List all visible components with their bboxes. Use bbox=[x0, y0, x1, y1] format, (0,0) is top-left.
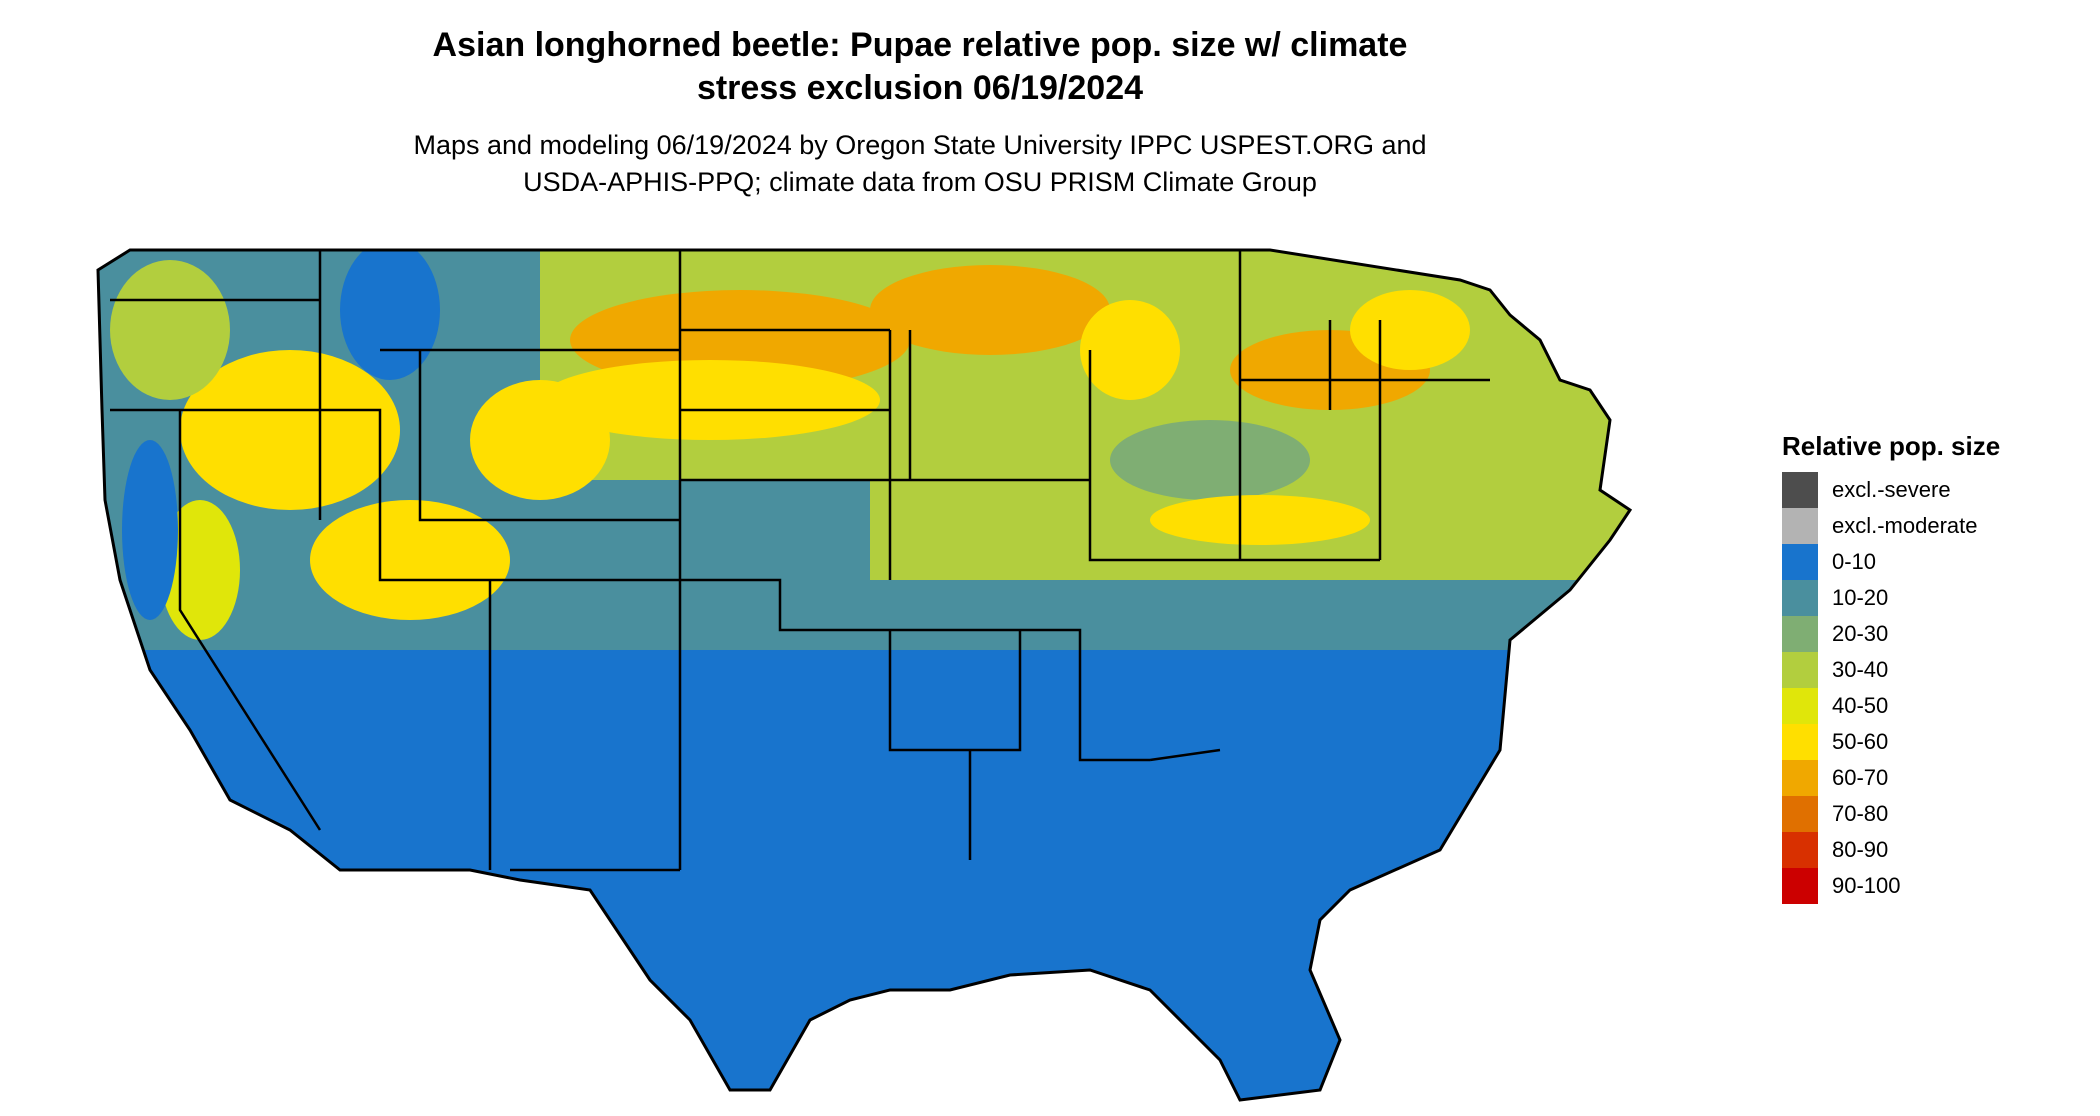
region-plains-50-60 bbox=[540, 360, 880, 440]
legend-swatch bbox=[1782, 688, 1818, 724]
legend-swatch bbox=[1782, 508, 1818, 544]
legend-label: 10-20 bbox=[1832, 585, 1889, 610]
region-michigan-50-60 bbox=[1080, 300, 1180, 400]
legend-item: 90-100 bbox=[1782, 868, 2082, 904]
map-subtitle-line-1: Maps and modeling 06/19/2024 by Oregon S… bbox=[413, 130, 1427, 160]
legend-item: excl.-severe bbox=[1782, 472, 2082, 508]
region-central-valley-0-10 bbox=[122, 440, 178, 620]
legend-label: 20-30 bbox=[1832, 621, 1889, 646]
region-appalachia-50-60 bbox=[1150, 495, 1370, 545]
legend-item: 70-80 bbox=[1782, 796, 2082, 832]
legend-label: 80-90 bbox=[1832, 837, 1889, 862]
region-newengland-50-60 bbox=[1350, 290, 1470, 370]
legend-label: excl.-moderate bbox=[1832, 513, 1978, 538]
legend-item: 50-60 bbox=[1782, 724, 2082, 760]
legend-swatch bbox=[1782, 472, 1818, 508]
legend-swatch bbox=[1782, 652, 1818, 688]
region-rockies-0-10 bbox=[340, 250, 440, 380]
border-line bbox=[110, 250, 1490, 872]
legend-label: 90-100 bbox=[1832, 873, 1901, 898]
legend-label: excl.-severe bbox=[1832, 477, 1951, 502]
legend-item: 20-30 bbox=[1782, 616, 2082, 652]
raster-layer bbox=[98, 250, 1630, 1100]
legend: Relative pop. size excl.-severe excl.-mod… bbox=[1782, 430, 2082, 904]
region-south-0-10 bbox=[290, 790, 1290, 1100]
legend-item: excl.-moderate bbox=[1782, 508, 2082, 544]
legend-swatch bbox=[1782, 796, 1818, 832]
map-title: Asian longhorned beetle: Pupae relative … bbox=[300, 24, 1540, 110]
legend-label: 40-50 bbox=[1832, 693, 1889, 718]
legend-swatch bbox=[1782, 580, 1818, 616]
legend-item: 80-90 bbox=[1782, 832, 2082, 868]
region-great-basin-50-60 bbox=[180, 350, 400, 510]
legend-swatch bbox=[1782, 832, 1818, 868]
legend-swatch bbox=[1782, 616, 1818, 652]
legend-label: 70-80 bbox=[1832, 801, 1889, 826]
conus-map bbox=[96, 248, 1633, 1102]
legend-swatch bbox=[1782, 724, 1818, 760]
legend-label: 0-10 bbox=[1832, 549, 1877, 574]
legend-title: Relative pop. size bbox=[1782, 431, 2001, 461]
legend-item: 30-40 bbox=[1782, 652, 2082, 688]
legend-item: 60-70 bbox=[1782, 760, 2082, 796]
legend-item: 0-10 bbox=[1782, 544, 2082, 580]
region-four-corners-50-60 bbox=[310, 500, 510, 620]
legend-swatch bbox=[1782, 544, 1818, 580]
map-subtitle: Maps and modeling 06/19/2024 by Oregon S… bbox=[300, 127, 1540, 201]
region-oregon-30-40 bbox=[110, 260, 230, 400]
region-midwest-60-70 bbox=[870, 265, 1110, 355]
legend-label: 50-60 bbox=[1832, 729, 1889, 754]
legend-swatch bbox=[1782, 760, 1818, 796]
legend-swatch bbox=[1782, 868, 1818, 904]
region-colorado-50-60 bbox=[470, 380, 610, 500]
legend-label: 30-40 bbox=[1832, 657, 1889, 682]
legend-items: excl.-severe excl.-moderate 0-10 10-20 20-30… bbox=[1782, 472, 2082, 904]
legend-label: 60-70 bbox=[1832, 765, 1889, 790]
region-ohio-valley-20-30 bbox=[1110, 420, 1310, 500]
legend-item: 40-50 bbox=[1782, 688, 2082, 724]
map-subtitle-line-2: USDA-APHIS-PPQ; climate data from OSU PR… bbox=[523, 167, 1317, 197]
us-outline bbox=[96, 248, 1633, 1102]
state-borders bbox=[110, 250, 1490, 872]
map-title-line-2: stress exclusion 06/19/2024 bbox=[696, 69, 1144, 107]
legend-item: 10-20 bbox=[1782, 580, 2082, 616]
map-title-line-1: Asian longhorned beetle: Pupae relative … bbox=[432, 26, 1408, 64]
